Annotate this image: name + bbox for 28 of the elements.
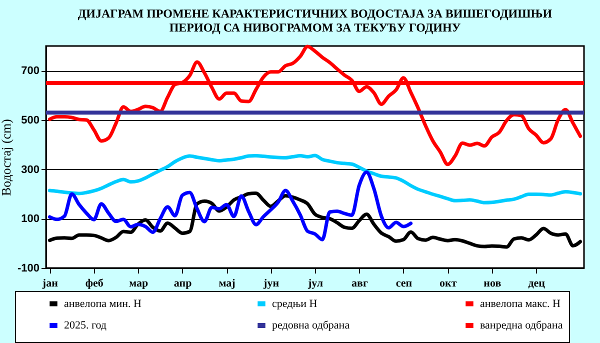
y-tick-label: 100: [21, 213, 40, 226]
chart-title: ДИЈАГРАМ ПРОМЕНЕ КАРАКТЕРИСТИЧНИХ ВОДОСТАЈА ЗА ВИШЕГОДИШЊИ ПЕРИОД СА НИВОГРАМОМ ЗА ТЕКУЋУ ГОДИНУ: [78, 6, 553, 35]
y-tick-label: -100: [17, 262, 40, 274]
x-tick-label: феб: [85, 278, 104, 290]
x-tick-label: јул: [306, 278, 324, 290]
legend-label: анвелопа мин. Н: [64, 298, 142, 310]
x-tick-label: нов: [484, 278, 502, 290]
line-series: [48, 44, 582, 166]
x-tick-label: окт: [440, 278, 458, 290]
legend-label: редовна одбрана: [272, 320, 350, 332]
x-tick-label: мар: [129, 278, 148, 290]
y-tick-label: 700: [21, 65, 40, 78]
x-tick-label: сеп: [396, 278, 413, 290]
x-tick-label: дец: [528, 278, 546, 290]
y-tick-label: 300: [21, 164, 40, 176]
line-series: [48, 170, 413, 242]
x-tick-label: апр: [174, 278, 192, 290]
x-tick-label: јун: [262, 278, 280, 290]
y-tick-label: 500: [21, 114, 40, 126]
x-tick-label: јан: [41, 278, 59, 290]
y-axis-title: Водостај (cm): [0, 118, 14, 196]
legend-label: средњи Н: [272, 298, 318, 310]
x-tick-label: мај: [218, 278, 236, 290]
x-tick-label: авг: [352, 278, 368, 290]
legend-label: ванредна одбрана: [480, 320, 563, 332]
line-series: [48, 154, 582, 204]
legend-label: 2025. год: [64, 320, 107, 332]
legend-label: анвелопа макс. Н: [480, 298, 561, 310]
